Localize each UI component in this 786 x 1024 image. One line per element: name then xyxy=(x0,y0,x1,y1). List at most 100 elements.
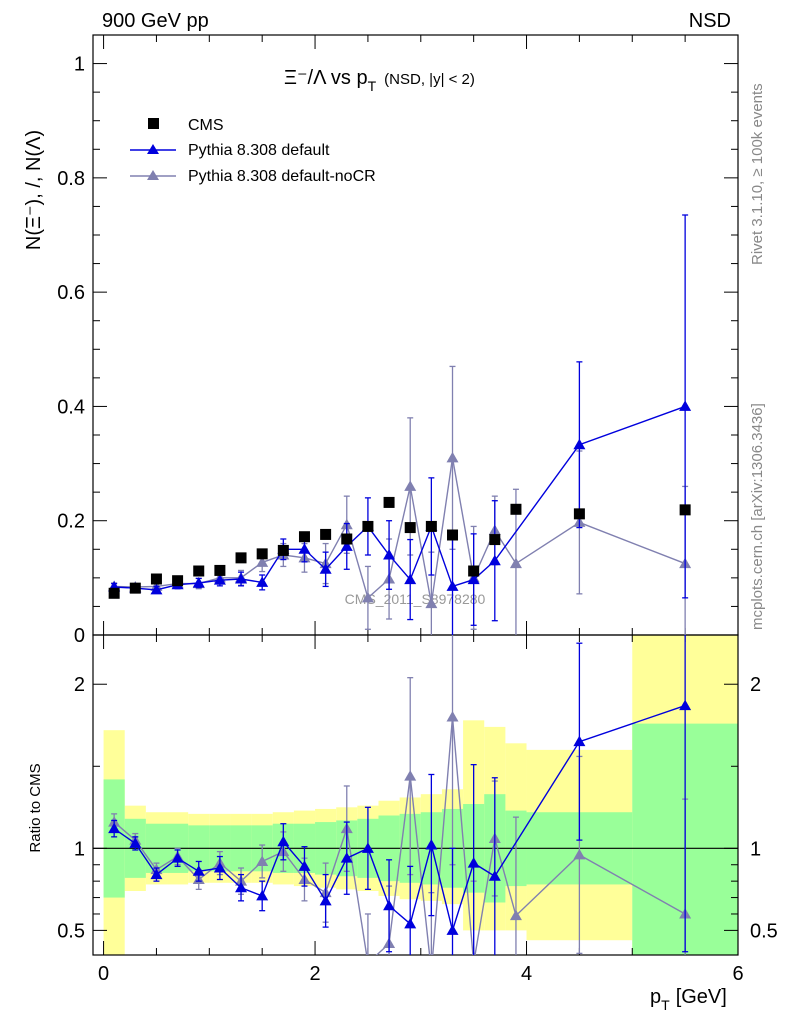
default-point-16 xyxy=(446,580,459,591)
xlabel-unit: [GeV] xyxy=(676,986,727,1008)
ratio-default-point-19 xyxy=(573,735,586,747)
nocr-point-19 xyxy=(509,557,522,569)
cms-point-15 xyxy=(425,520,437,532)
cms-point-5 xyxy=(214,564,226,576)
ratio-nocr-point-12 xyxy=(362,957,374,968)
rivet-label: Rivet 3.1.10, ≥ 100k events xyxy=(749,83,766,265)
default-point-18 xyxy=(488,554,501,566)
ratio-default-point-5 xyxy=(213,862,226,873)
nocr-point-12 xyxy=(361,591,374,603)
cms-point-11 xyxy=(341,533,353,545)
cms-point-2 xyxy=(150,573,162,585)
ratio-default-point-4 xyxy=(192,865,205,876)
legend-nocr-label: Pythia 8.308 default-noCR xyxy=(188,168,376,185)
main-ytick-label-4: 0.8 xyxy=(57,168,85,190)
default-point-7 xyxy=(256,576,269,587)
cms-point-6 xyxy=(235,552,247,564)
ratio-default-point-0 xyxy=(108,822,121,834)
ratio-default-point-13 xyxy=(383,899,396,911)
cms-point-12 xyxy=(362,520,374,532)
xlabel-main: p xyxy=(650,986,661,1008)
nocr-point-14 xyxy=(404,480,417,491)
default-point-2 xyxy=(150,583,163,595)
cms-point-14 xyxy=(404,522,416,534)
mcplots-label: mcplots.cern.ch [arXiv:1306.3436] xyxy=(749,403,766,630)
cms-point-19 xyxy=(510,503,522,515)
ratio-nocr-point-16 xyxy=(446,711,459,722)
ratio-default-point-12 xyxy=(361,842,374,853)
cms-point-10 xyxy=(320,528,332,540)
xtick-label-3: 6 xyxy=(732,963,743,985)
header-left: 900 GeV pp xyxy=(102,10,209,32)
default-point-10 xyxy=(319,563,332,574)
ratio-default-point-9 xyxy=(298,860,311,871)
legend-cms-marker xyxy=(148,118,159,129)
main-ytick-label-3: 0.6 xyxy=(57,282,85,304)
ratio-default-point-3 xyxy=(171,852,184,863)
legend-nocr-marker xyxy=(147,170,159,180)
legend-cms-label: CMS xyxy=(188,117,224,134)
cms-point-16 xyxy=(447,529,459,541)
ratio-nocr-line xyxy=(113,716,686,955)
ratio-nocr-point-15 xyxy=(425,965,437,976)
default-point-14 xyxy=(404,573,417,585)
ratio-default-point-7 xyxy=(256,889,269,901)
default-point-11 xyxy=(340,540,353,551)
plot-title: Ξ⁻/Λ vs pT (NSD, |y| < 2) xyxy=(284,67,475,94)
ratio-default-point-1 xyxy=(129,837,142,848)
ratio-ytick-label-right-1: 1 xyxy=(750,838,761,860)
legend-default-label: Pythia 8.308 default xyxy=(188,142,330,159)
cms-point-13 xyxy=(383,496,395,508)
ratio-default-point-18 xyxy=(488,870,501,881)
cms-point-20 xyxy=(573,508,585,520)
ratio-ytick-label-0: 0.5 xyxy=(57,920,85,942)
ylabel-main: N(Ξ⁻), /, N(Λ) xyxy=(23,130,45,250)
ratio-ytick-label-1: 1 xyxy=(74,838,85,860)
nocr-point-16 xyxy=(446,451,459,463)
ratio-bands xyxy=(103,635,738,955)
default-point-17 xyxy=(467,573,480,585)
default-point-19 xyxy=(573,438,586,450)
cms-point-21 xyxy=(679,504,691,516)
ylabel-ratio: Ratio to CMS xyxy=(27,763,44,852)
ratio-default-point-20 xyxy=(679,699,692,711)
xtick-label-0: 0 xyxy=(98,963,109,985)
cms-point-9 xyxy=(298,531,310,543)
cms-point-8 xyxy=(277,544,289,556)
ratio-default-point-15 xyxy=(425,839,438,850)
xlabel-sub: T xyxy=(661,997,670,1013)
main-ytick-label-2: 0.4 xyxy=(57,396,85,418)
ratio-ytick-label-right-2: 2 xyxy=(750,674,761,696)
ratio-default-point-8 xyxy=(277,835,290,847)
axis-ticks: 0 0.2 0.4 0.6 0.8 1 0.5 0.5 1 1 2 2 0 2 4 6 xyxy=(57,35,778,985)
ratio-default-point-16 xyxy=(446,924,459,935)
default-point-6 xyxy=(235,573,248,584)
ratio-default-point-10 xyxy=(319,894,332,906)
xtick-label-2: 4 xyxy=(521,963,532,985)
ratio-nocr-point-14 xyxy=(404,770,417,781)
main-ytick-label-1: 0.2 xyxy=(57,511,85,533)
title-sub: T xyxy=(368,78,377,94)
cms-point-18 xyxy=(489,534,501,546)
cms-point-0 xyxy=(108,587,120,599)
xlabel: pT [GeV] xyxy=(650,986,727,1013)
main-ytick-label-0: 0 xyxy=(74,625,85,647)
cms-point-17 xyxy=(468,565,480,577)
cms-point-7 xyxy=(256,548,268,560)
main-ytick-label-5: 1 xyxy=(74,54,85,76)
band-inner-0 xyxy=(103,779,125,898)
ratio-series-layer xyxy=(108,635,692,976)
main-series-layer xyxy=(108,214,692,635)
default-line xyxy=(114,405,686,591)
ratio-nocr-point-17 xyxy=(468,957,480,968)
default-point-5 xyxy=(213,574,226,585)
nocr-point-15 xyxy=(425,597,438,609)
ratio-default-point-2 xyxy=(150,868,163,880)
ratio-default-point-14 xyxy=(404,917,417,929)
watermark: CMS_2011_S8978280 xyxy=(345,591,486,607)
title-main: Ξ⁻/Λ vs p xyxy=(284,67,368,89)
cms-point-4 xyxy=(193,565,205,577)
title-suffix: (NSD, |y| < 2) xyxy=(384,71,475,88)
ratio-nocr-point-7 xyxy=(256,855,269,866)
nocr-point-7 xyxy=(256,556,269,567)
